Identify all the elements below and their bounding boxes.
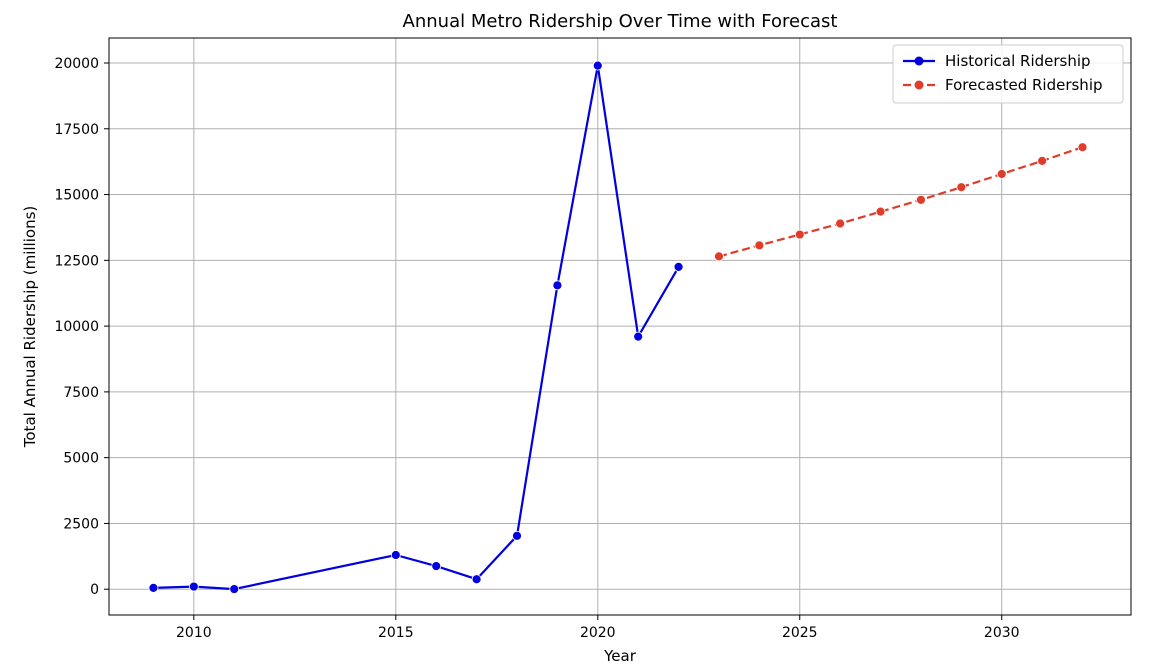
data-point bbox=[755, 241, 764, 250]
data-point bbox=[876, 207, 885, 216]
y-tick-label: 2500 bbox=[63, 516, 99, 532]
legend-label: Forecasted Ridership bbox=[945, 76, 1103, 94]
data-point bbox=[916, 195, 925, 204]
x-tick-label: 2025 bbox=[782, 625, 818, 641]
y-tick-label: 15000 bbox=[54, 188, 99, 204]
series-line bbox=[153, 66, 678, 590]
data-point bbox=[714, 252, 723, 261]
data-point bbox=[553, 281, 562, 290]
x-axis: 2010 2015 2020 2025 2030 bbox=[176, 615, 1020, 641]
legend-marker bbox=[915, 81, 924, 90]
y-axis-title: Total Annual Ridership (millions) bbox=[21, 206, 39, 448]
data-point bbox=[149, 583, 158, 592]
y-tick-label: 17500 bbox=[54, 122, 99, 138]
legend-label: Historical Ridership bbox=[945, 52, 1091, 70]
data-point bbox=[836, 219, 845, 228]
series-line bbox=[719, 147, 1083, 256]
x-tick-label: 2010 bbox=[176, 625, 212, 641]
series-forecast bbox=[714, 143, 1087, 261]
data-point bbox=[189, 582, 198, 591]
data-point bbox=[957, 183, 966, 192]
data-point bbox=[674, 262, 683, 271]
series-layer bbox=[149, 61, 1087, 593]
y-axis: 0 2500 5000 7500 10000 12500 15000 17500 20000 bbox=[54, 56, 109, 598]
y-tick-label: 12500 bbox=[54, 253, 99, 269]
data-point bbox=[230, 585, 239, 594]
data-point bbox=[593, 61, 602, 70]
data-point bbox=[1038, 156, 1047, 165]
series-historical bbox=[149, 61, 683, 593]
y-tick-label: 10000 bbox=[54, 319, 99, 335]
x-axis-title: Year bbox=[603, 647, 637, 665]
data-point bbox=[1078, 143, 1087, 152]
x-tick-label: 2030 bbox=[984, 625, 1020, 641]
y-tick-label: 5000 bbox=[63, 451, 99, 467]
y-tick-label: 20000 bbox=[54, 56, 99, 72]
y-tick-label: 7500 bbox=[63, 385, 99, 401]
data-point bbox=[512, 531, 521, 540]
grid bbox=[109, 38, 1131, 615]
legend-marker bbox=[915, 57, 924, 66]
legend: Historical Ridership Forecasted Ridership bbox=[893, 45, 1123, 103]
y-tick-label: 0 bbox=[90, 582, 99, 598]
data-point bbox=[472, 575, 481, 584]
chart-title: Annual Metro Ridership Over Time with Fo… bbox=[403, 11, 838, 32]
x-tick-label: 2015 bbox=[378, 625, 414, 641]
data-point bbox=[997, 170, 1006, 179]
data-point bbox=[634, 332, 643, 341]
data-point bbox=[432, 562, 441, 571]
data-point bbox=[795, 230, 804, 239]
x-tick-label: 2020 bbox=[580, 625, 616, 641]
data-point bbox=[391, 551, 400, 560]
